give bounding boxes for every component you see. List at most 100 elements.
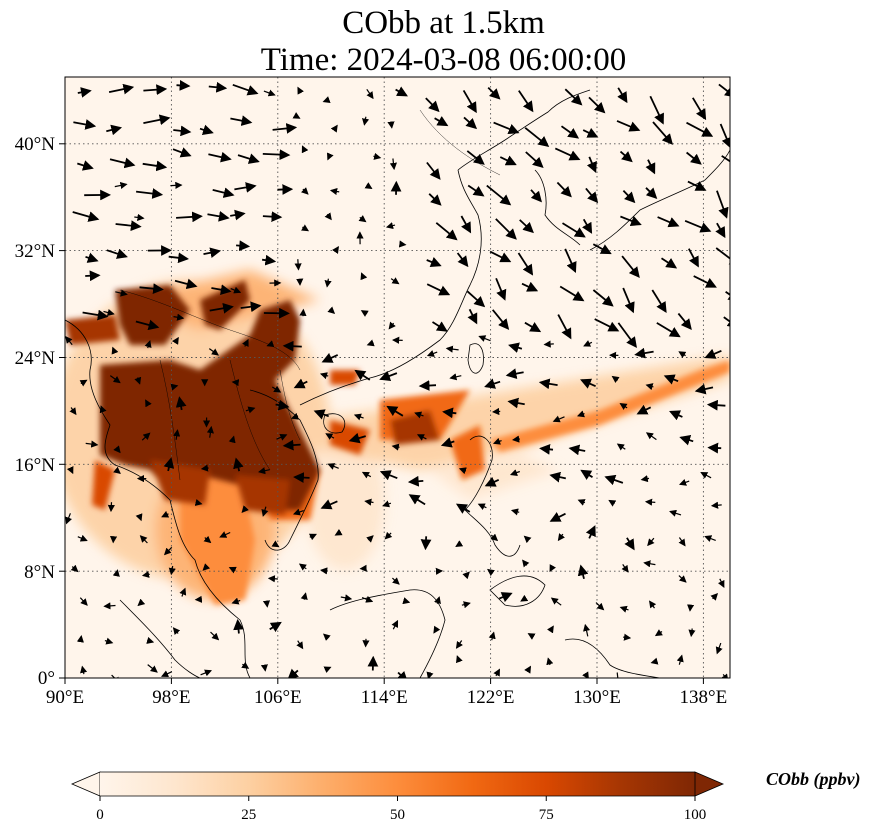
wind-arrow <box>245 406 256 414</box>
wind-arrow <box>163 546 173 556</box>
wind-arrow <box>290 412 299 420</box>
wind-arrow <box>276 434 288 441</box>
wind-arrow <box>654 629 663 637</box>
wind-arrow <box>498 592 513 603</box>
wind-arrow <box>379 370 398 381</box>
wind-arrow <box>543 340 554 348</box>
wind-arrow <box>69 407 77 416</box>
wind-arrow <box>292 508 304 516</box>
wind-arrow <box>208 81 228 93</box>
wind-arrow <box>435 222 458 241</box>
wind-arrow <box>334 528 343 536</box>
wind-arrow <box>455 503 471 514</box>
wind-arrow <box>161 510 170 518</box>
wind-arrow <box>206 425 214 438</box>
wind-arrow <box>434 596 441 605</box>
wind-arrow <box>719 123 730 149</box>
wind-arrow <box>266 340 275 348</box>
wind-arrow <box>77 87 92 98</box>
wind-arrow <box>656 322 681 338</box>
wind-arrow <box>173 429 181 440</box>
wind-arrow <box>669 410 683 421</box>
colorbar-extend-min <box>70 771 101 797</box>
wind-arrow <box>462 89 477 114</box>
y-tick-label: 0° <box>38 668 55 689</box>
wind-arrow <box>592 289 614 307</box>
wind-arrow <box>458 467 467 475</box>
wind-arrow <box>585 525 596 539</box>
wind-arrow <box>233 457 244 472</box>
wind-arrow <box>557 314 572 340</box>
wind-arrow <box>644 498 656 506</box>
wind-arrow <box>466 290 486 308</box>
wind-arrow <box>299 308 307 317</box>
wind-arrow <box>694 383 714 395</box>
wind-arrow <box>364 182 373 190</box>
wind-arrow <box>707 442 722 454</box>
wind-arrow <box>141 432 151 441</box>
wind-arrow <box>360 272 368 281</box>
wind-arrow <box>258 467 270 475</box>
colorbar-tick-label: 25 <box>241 807 256 823</box>
wind-arrow <box>219 531 231 538</box>
wind-arrow <box>556 181 572 198</box>
wind-arrow <box>442 407 457 419</box>
map-plot-area <box>65 77 730 678</box>
wind-arrow <box>460 215 472 234</box>
wind-arrow <box>678 478 690 486</box>
wind-arrow <box>622 189 636 204</box>
wind-arrow <box>686 151 702 165</box>
wind-arrow <box>79 597 88 606</box>
wind-arrow <box>293 378 308 389</box>
wind-arrow <box>509 469 521 476</box>
wind-arrow <box>301 145 309 154</box>
wind-arrow <box>146 636 155 644</box>
y-tick-label: 40°N <box>15 134 56 155</box>
wind-arrow <box>524 127 550 148</box>
wind-arrow <box>109 157 136 169</box>
x-tick-label: 90°E <box>46 687 84 708</box>
map-subtitle-time: Time: 2024-03-08 06:00:00 <box>260 42 627 78</box>
wind-arrow <box>170 383 179 391</box>
wind-arrow <box>106 248 128 259</box>
wind-arrow <box>456 655 463 664</box>
wind-arrow <box>608 499 617 507</box>
wind-arrow <box>426 161 441 180</box>
wind-arrow <box>230 115 253 126</box>
wind-arrow <box>73 119 97 130</box>
wind-arrow <box>688 248 699 268</box>
y-tick-label: 8°N <box>24 562 55 583</box>
wind-arrow <box>171 336 179 345</box>
coastline-mainland-sea <box>65 319 251 678</box>
wind-arrow <box>163 457 175 472</box>
wind-arrow <box>271 540 280 548</box>
wind-arrow <box>134 376 142 385</box>
wind-arrow <box>645 383 654 391</box>
wind-arrow <box>168 252 189 264</box>
map-frame <box>64 76 731 679</box>
wind-arrow <box>652 121 673 145</box>
coastlines <box>65 89 730 678</box>
wind-arrow <box>320 567 328 575</box>
wind-arrow <box>79 379 88 387</box>
wind-arrow <box>577 564 589 580</box>
wind-arrow <box>319 372 329 380</box>
wind-arrow <box>301 224 310 232</box>
wind-arrow <box>144 340 152 349</box>
wind-arrow <box>530 189 542 203</box>
wind-arrow <box>85 252 99 263</box>
wind-arrow <box>706 399 726 411</box>
wind-arrow <box>426 350 438 357</box>
wind-arrow <box>466 150 485 165</box>
wind-arrow <box>617 322 637 349</box>
wind-arrow <box>200 669 213 677</box>
wind-arrow <box>508 342 523 353</box>
wind-arrow <box>134 213 145 221</box>
wind-arrow <box>272 123 298 134</box>
wind-arrow <box>550 597 562 606</box>
wind-arrow <box>493 668 500 677</box>
wind-arrow <box>170 181 183 189</box>
wind-arrow <box>478 335 491 342</box>
wind-arrow <box>688 628 696 638</box>
wind-arrow <box>262 211 283 223</box>
